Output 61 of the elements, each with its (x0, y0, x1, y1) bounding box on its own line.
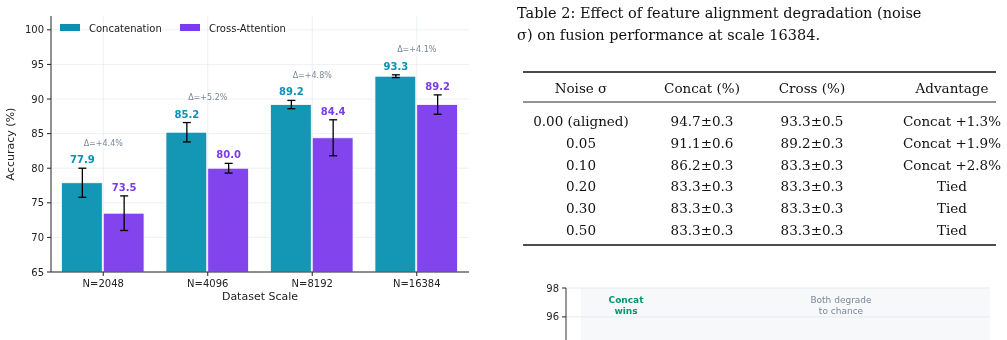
text: Concat +2.8% (902, 156, 1002, 173)
y-tick-label: 85 (31, 128, 44, 140)
text: 93.3±0.5 (780, 113, 844, 129)
category-label: 0.05 (565, 134, 597, 151)
data-label: 89.2 (279, 86, 304, 98)
category-label: 0.10 (565, 156, 597, 173)
y-axis-title: Accuracy (%) (4, 107, 17, 181)
category-label: Noise σ (554, 80, 608, 96)
annotation: Δ=+4.4% (83, 138, 124, 148)
text: 83.3±0.3 (780, 178, 844, 195)
data-label: 73.5 (111, 181, 137, 193)
y-tick-label: 98 (546, 282, 559, 294)
x-tick-label: N=8192 (291, 278, 333, 289)
y-tick-label: 70 (31, 231, 44, 243)
legend-label: Concatenation (89, 22, 162, 34)
text: 86.2±0.3 (670, 156, 734, 173)
data-label: 80.0 (216, 149, 242, 161)
text: 89.2±0.3 (780, 134, 844, 151)
x-tick-label: N=4096 (187, 278, 229, 289)
y-tick-label: 96 (546, 311, 559, 323)
legend-label: Cross-Attention (209, 22, 286, 34)
category-label: Concat (%) (664, 80, 740, 96)
text: 94.7±0.3 (670, 113, 734, 129)
text: Tied (937, 222, 967, 238)
text: Table 2: Effect of feature alignment degradation (noise σ) on fusion performance at scale 16384. (517, 5, 922, 43)
category-label: 0.30 (565, 200, 597, 217)
y-tick-label: 80 (31, 162, 44, 174)
x-tick-label: N=16384 (392, 278, 441, 289)
text: 83.3±0.3 (780, 156, 844, 173)
x-tick-label: N=2048 (82, 278, 124, 289)
text: Concat +1.9% (902, 134, 1002, 151)
text: 83.3±0.3 (670, 178, 734, 195)
y-tick-label: 90 (31, 93, 44, 105)
category-label: Advantage (914, 80, 989, 96)
y-tick-label: 100 (24, 24, 44, 36)
annotation: Both degrade to chance (810, 295, 873, 316)
data-label: 77.9 (70, 154, 95, 166)
text: Concat +1.3% (902, 113, 1002, 129)
category-label: 0.20 (565, 178, 597, 195)
text: Tied (937, 200, 967, 217)
text: 83.3±0.3 (780, 222, 844, 238)
text: Tied (937, 178, 967, 195)
data-label: 84.4 (320, 105, 346, 117)
text: 83.3±0.3 (780, 200, 844, 217)
y-tick-label: 65 (31, 266, 44, 278)
annotation: Δ=+4.8% (292, 70, 333, 80)
y-tick-label: 95 (31, 58, 44, 70)
annotation: Δ=+4.1% (397, 45, 437, 55)
category-label: 0.50 (565, 222, 597, 238)
category-label: Cross (%) (778, 80, 846, 96)
x-axis-title: Dataset Scale (221, 290, 299, 303)
text: 91.1±0.6 (670, 134, 734, 151)
category-label: 0.00 (aligned) (533, 113, 629, 129)
text: 83.3±0.3 (670, 200, 734, 217)
text: 83.3±0.3 (670, 222, 734, 238)
annotation: Concat wins (608, 295, 645, 316)
y-tick-label: 75 (31, 197, 44, 209)
annotation: Δ=+5.2% (188, 93, 228, 103)
data-label: 93.3 (383, 60, 409, 72)
data-label: 85.2 (174, 108, 200, 120)
data-label: 89.2 (425, 80, 451, 92)
